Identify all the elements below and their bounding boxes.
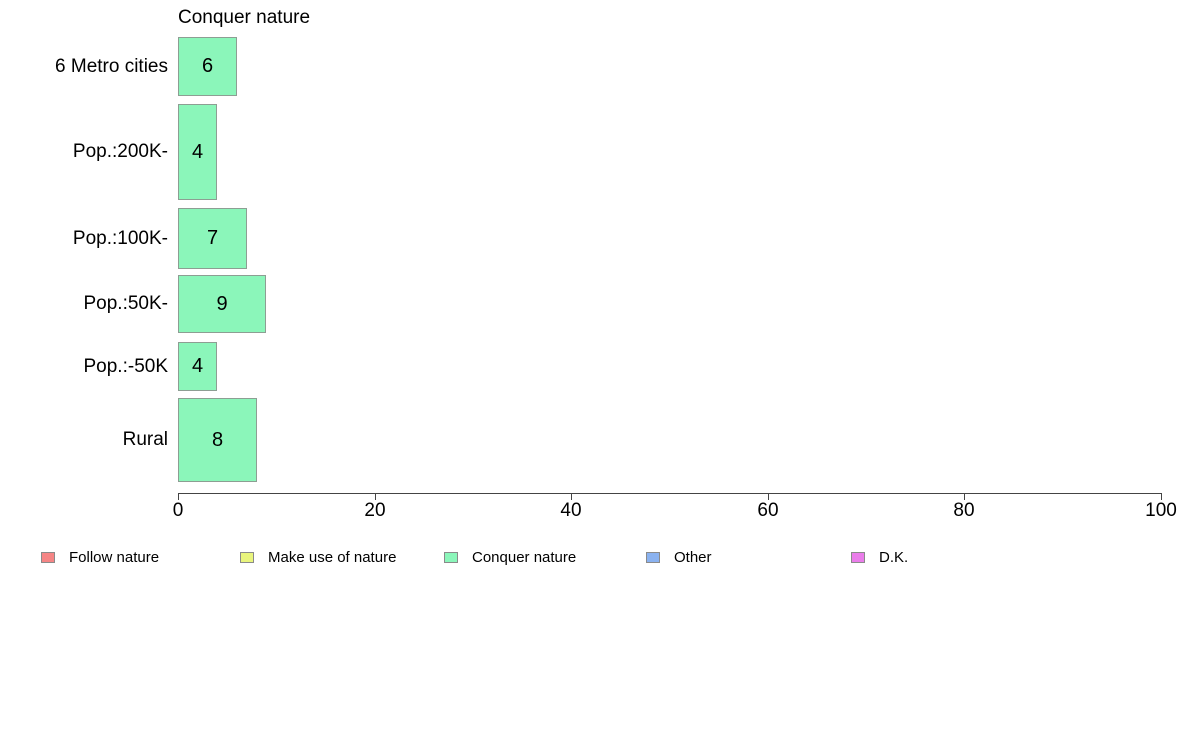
x-axis-tick — [1161, 494, 1162, 500]
category-label: Rural — [122, 429, 168, 450]
legend-color-swatch — [646, 552, 660, 563]
bar: 4 — [178, 342, 217, 391]
bar-value-label: 4 — [191, 355, 204, 377]
legend-color-swatch — [41, 552, 55, 563]
legend-label: Make use of nature — [268, 549, 397, 566]
category-label: Pop.:100K- — [72, 227, 168, 249]
legend-item: Make use of nature — [240, 549, 396, 566]
legend-color-swatch — [851, 552, 865, 563]
bar-value-label: 7 — [206, 227, 219, 249]
x-axis-line — [178, 493, 1162, 494]
x-axis-tick — [571, 494, 572, 500]
category-label: Pop.:50K- — [83, 293, 169, 314]
x-axis-tick — [768, 494, 769, 500]
legend-color-swatch — [240, 552, 254, 563]
x-axis-tick — [964, 494, 965, 500]
bar-value-label: 4 — [191, 140, 204, 163]
legend-item: Conquer nature — [444, 549, 576, 566]
bar-value-label: 9 — [216, 292, 228, 315]
legend-item: Other — [646, 549, 712, 566]
x-axis-tick — [178, 494, 179, 500]
legend-label: Follow nature — [69, 549, 160, 566]
legend-label: D.K. — [879, 549, 909, 566]
chart-title: Conquer nature — [178, 7, 311, 28]
bar: 8 — [178, 398, 257, 482]
category-label: 6 Metro cities — [55, 55, 168, 77]
legend-color-swatch — [444, 552, 458, 563]
x-axis-tick-label: 40 — [560, 500, 582, 521]
legend-label: Conquer nature — [472, 549, 577, 566]
x-axis-tick-label: 100 — [1145, 500, 1177, 521]
bar: 6 — [178, 37, 237, 96]
x-axis-tick-label: 60 — [757, 500, 779, 521]
bar: 4 — [178, 104, 217, 200]
category-label: Pop.:-50K — [83, 355, 169, 377]
x-axis-tick-label: 80 — [953, 500, 975, 521]
x-axis-tick-label: 0 — [172, 500, 184, 521]
bar: 7 — [178, 208, 247, 269]
x-axis-tick-label: 20 — [364, 500, 386, 521]
x-axis-tick — [375, 494, 376, 500]
legend-item: D.K. — [851, 549, 908, 566]
legend-item: Follow nature — [41, 549, 159, 566]
bar-value-label: 6 — [201, 55, 214, 77]
category-label: Pop.:200K- — [72, 141, 168, 162]
bar-value-label: 8 — [211, 428, 224, 451]
bar: 9 — [178, 275, 266, 333]
legend-label: Other — [674, 549, 712, 566]
